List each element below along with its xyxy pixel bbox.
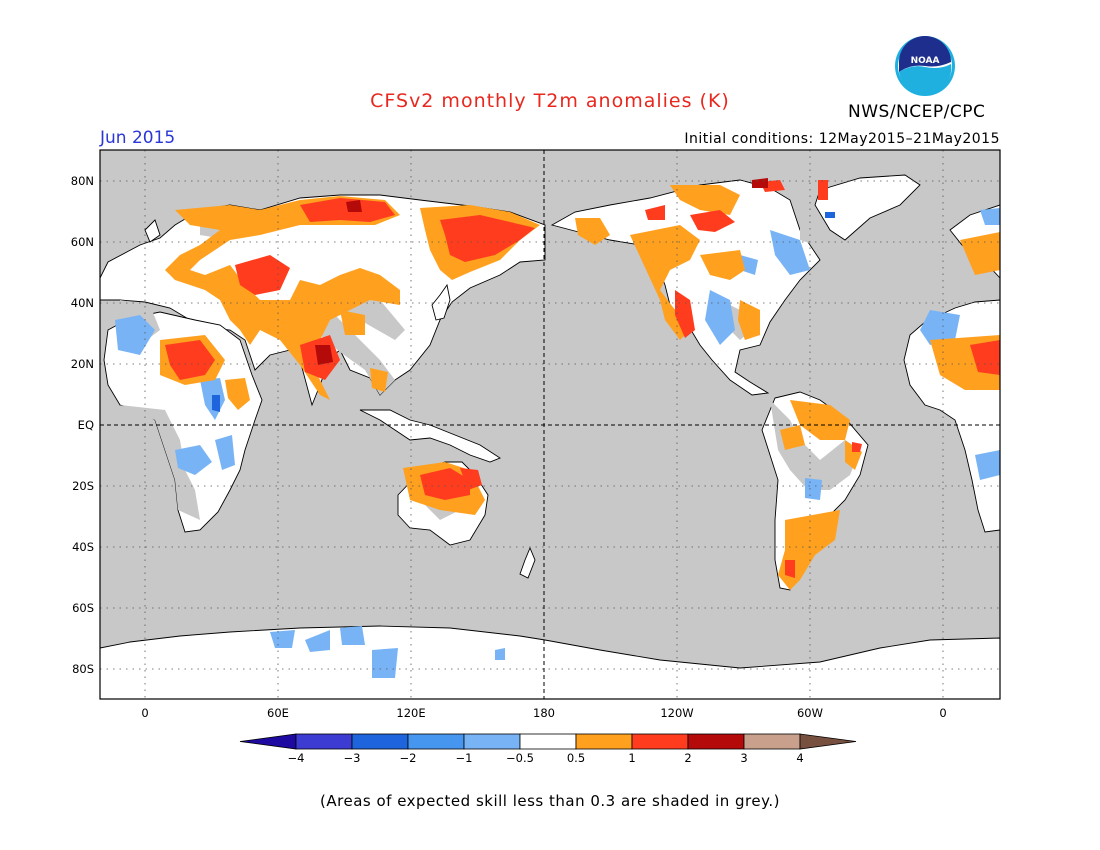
lon-label: 120W xyxy=(660,706,693,720)
hot-anomalies xyxy=(165,180,1000,578)
colorbar-tick-label: 4 xyxy=(796,751,803,765)
colorbar-tick-label: −2 xyxy=(400,751,417,765)
colorbar-tick-label: −3 xyxy=(344,751,361,765)
colorbar-swatch xyxy=(407,733,465,750)
colorbar-swatch xyxy=(575,733,633,750)
lat-label: 80N xyxy=(71,174,94,188)
colorbar-tick-label: −4 xyxy=(288,751,305,765)
lon-label: 60W xyxy=(797,706,823,720)
colorbar-tick-label: −1 xyxy=(456,751,473,765)
colorbar-swatch xyxy=(351,733,409,750)
colorbar-swatch xyxy=(463,733,521,750)
colorbar-tick-label: 0.5 xyxy=(567,751,585,765)
logo-text: NOAA xyxy=(911,56,940,66)
forecast-period: Jun 2015 xyxy=(100,128,176,148)
lat-label: 80S xyxy=(72,662,94,676)
colorbar-swatch xyxy=(295,733,353,750)
lat-label: 60S xyxy=(72,601,94,615)
colorbar-tick-label: 3 xyxy=(740,751,747,765)
lat-label: EQ xyxy=(78,418,94,432)
lon-label: 120E xyxy=(396,706,425,720)
maritime-continent xyxy=(359,409,501,463)
colorbar-swatch xyxy=(687,733,745,750)
map-title: CFSv2 monthly T2m anomalies (K) xyxy=(370,90,730,112)
lon-label: 0 xyxy=(939,706,946,720)
map-content xyxy=(100,150,1000,699)
skill-footnote: (Areas of expected skill less than 0.3 a… xyxy=(320,792,780,810)
lon-label: 60E xyxy=(267,706,289,720)
map-frame xyxy=(99,149,1001,700)
lon-label: 180 xyxy=(533,706,555,720)
lat-label: 20N xyxy=(71,357,94,371)
strong-cool-anomalies xyxy=(212,212,835,412)
colorbar-arrow-right xyxy=(799,733,857,750)
agency-label: NWS/NCEP/CPC xyxy=(848,102,986,122)
colorbar-swatch xyxy=(743,733,801,750)
colorbar-tick-label: 1 xyxy=(628,751,635,765)
colorbar-swatch xyxy=(519,733,577,750)
new-zealand xyxy=(519,546,536,579)
map-panel xyxy=(99,149,1001,700)
uk-islands xyxy=(144,219,161,243)
japan-islands xyxy=(431,283,451,321)
colorbar: −4 −3 −2 −1 −0.5 0.5 1 2 3 4 xyxy=(239,733,857,765)
colorbar-tick-label: −0.5 xyxy=(506,751,534,765)
lat-label: 40S xyxy=(72,540,94,554)
colorbar-tick-label: 2 xyxy=(684,751,691,765)
lat-label: 20S xyxy=(72,479,94,493)
cool-anomalies xyxy=(115,208,1000,678)
lon-label: 0 xyxy=(141,706,148,720)
lat-label: 40N xyxy=(71,296,94,310)
noaa-logo: NOAA xyxy=(895,36,955,96)
reference-lines xyxy=(100,150,1000,699)
greenland-landmass xyxy=(814,174,921,241)
latitude-labels: 80N 60N 40N 20N EQ 20S 40S 60S 80S xyxy=(71,174,94,676)
colorbar-swatch xyxy=(631,733,689,750)
colorbar-arrow-left xyxy=(239,733,297,750)
lat-label: 60N xyxy=(71,235,94,249)
longitude-labels: 0 60E 120E 180 120W 60W 0 xyxy=(141,706,946,720)
initial-conditions: Initial conditions: 12May2015–21May2015 xyxy=(684,131,1000,147)
extreme-hot-anomalies xyxy=(315,178,768,365)
